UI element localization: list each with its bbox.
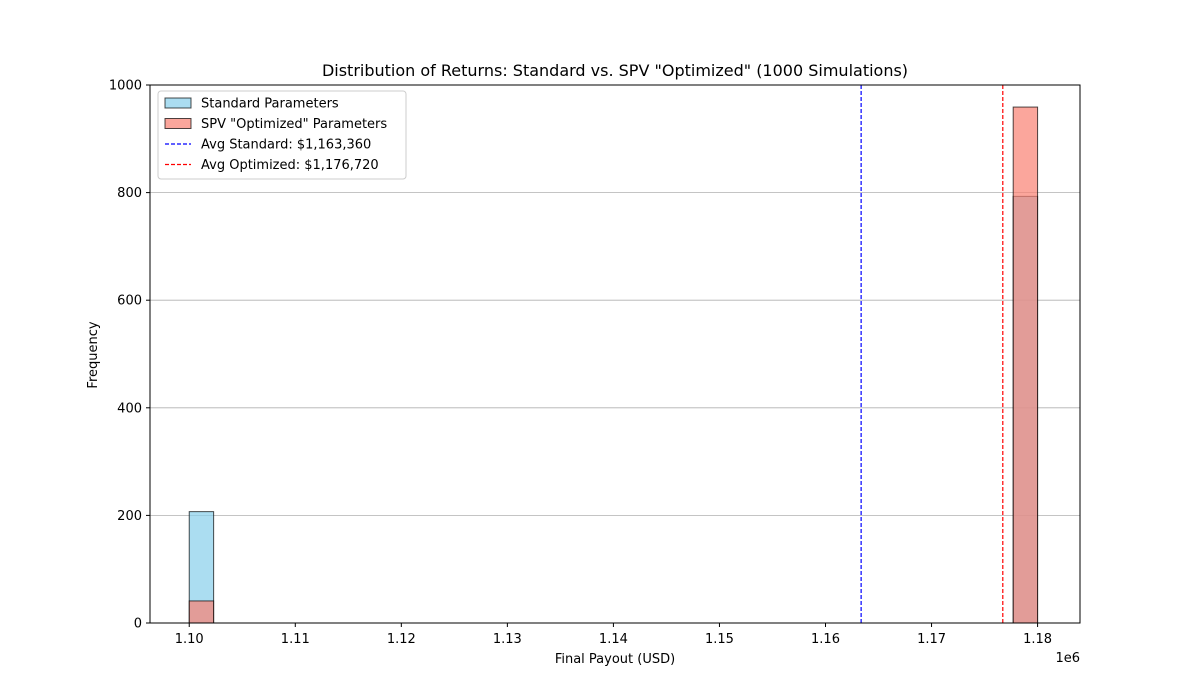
x-tick-label-1: 1.11 — [281, 632, 310, 647]
legend-swatch-series-1 — [164, 118, 192, 129]
chart-title: Distribution of Returns: Standard vs. SP… — [322, 61, 908, 80]
x-axis-offset-label: 1e6 — [1055, 651, 1080, 666]
y-tick-label-3: 600 — [117, 294, 142, 309]
y-tick-label-5: 1000 — [109, 79, 142, 94]
histogram-bars — [188, 106, 1039, 624]
y-tick-label-2: 400 — [117, 401, 142, 416]
legend-label-avg-1: Avg Optimized: $1,176,720 — [201, 158, 379, 173]
y-tick-label-4: 800 — [117, 186, 142, 201]
x-tick-label-5: 1.15 — [705, 632, 734, 647]
legend: Standard Parameters SPV "Optimized" Param… — [157, 90, 407, 180]
legend-label-series-0: Standard Parameters — [201, 97, 339, 112]
y-tick-label-1: 200 — [117, 509, 142, 524]
x-tick-label-4: 1.14 — [599, 632, 628, 647]
reference-lines — [860, 85, 1004, 623]
legend-box — [157, 90, 407, 180]
y-axis-label: Frequency — [86, 321, 101, 388]
legend-swatch-series-0 — [164, 97, 192, 109]
bar-series-1-bin-0 — [188, 600, 215, 624]
legend-label-series-1: SPV "Optimized" Parameters — [201, 117, 387, 132]
x-tick-label-7: 1.17 — [917, 632, 946, 647]
x-tick-label-2: 1.12 — [387, 632, 416, 647]
x-tick-label-8: 1.18 — [1023, 632, 1052, 647]
x-tick-label-3: 1.13 — [493, 632, 522, 647]
legend-label-avg-0: Avg Standard: $1,163,360 — [201, 138, 371, 153]
axes: 1.10 1.11 1.12 1.13 1.14 1.15 1.16 1.17 1.18 0 200… — [109, 79, 1081, 647]
plot-frame — [149, 84, 1081, 624]
bar-series-1-bin-1 — [1012, 106, 1039, 624]
x-tick-label-6: 1.16 — [811, 632, 840, 647]
x-axis-label: Final Payout (USD) — [555, 652, 675, 667]
y-tick-label-0: 0 — [134, 617, 142, 632]
x-tick-label-0: 1.10 — [175, 632, 204, 647]
